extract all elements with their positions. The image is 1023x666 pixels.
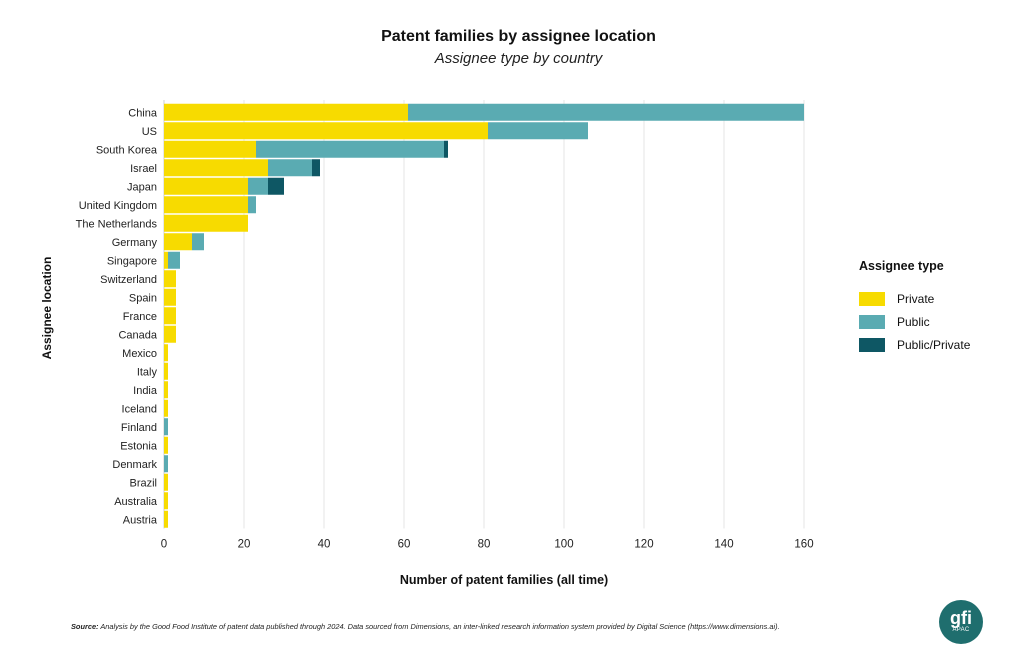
bar-canada-private <box>164 325 176 343</box>
bar-switzerland-private <box>164 270 176 288</box>
chart-subtitle: Assignee type by country <box>434 50 603 67</box>
x-tick-label-0: 0 <box>161 539 167 551</box>
legend-label-private: Private <box>897 291 935 306</box>
bar-india-private <box>164 381 168 399</box>
bar-mexico-private <box>164 344 168 362</box>
legend-items: Private Public Public/Private <box>859 287 970 356</box>
bar-united-kingdom-public <box>248 196 256 214</box>
bar-japan-private <box>164 177 248 195</box>
legend-item-public: Public <box>859 310 970 333</box>
y-tick-label-japan: Japan <box>127 181 157 193</box>
chart-svg: 0 20 40 60 80 100 120 140 160 China US South Korea I… <box>76 100 814 551</box>
bar-singapore-private <box>164 251 168 269</box>
y-tick-label-us: US <box>142 126 157 138</box>
bar-the-netherlands-private <box>164 214 248 232</box>
x-axis-label: Number of patent families (all time) <box>399 573 609 587</box>
bar-us-private <box>164 122 488 140</box>
source-note: Source: Analysis by the Good Food Instit… <box>71 622 780 631</box>
source-text: Analysis by the Good Food Institute of p… <box>100 622 780 631</box>
bar-denmark-public <box>164 455 168 473</box>
y-tick-label-finland: Finland <box>121 422 157 434</box>
y-tick-label-estonia: Estonia <box>120 440 158 452</box>
logo-sub: APAC <box>952 627 970 633</box>
y-tick-label-south-korea: South Korea <box>96 144 158 156</box>
x-tick-label-100: 100 <box>554 539 573 551</box>
legend-swatch-public-private <box>859 337 885 352</box>
y-tick-label-denmark: Denmark <box>112 459 157 471</box>
bar-italy-private <box>164 362 168 380</box>
bar-iceland-private <box>164 399 168 417</box>
y-tick-label-singapore: Singapore <box>107 255 157 267</box>
bar-australia-private <box>164 492 168 510</box>
legend-item-public-private: Public/Private <box>859 333 970 356</box>
bar-china-private <box>164 103 408 121</box>
legend: Assignee type Private Public Public/Privat… <box>859 259 970 356</box>
source-label: Source: <box>71 622 99 631</box>
y-tick-label-iceland: Iceland <box>122 403 157 415</box>
x-tick-label-80: 80 <box>478 539 491 551</box>
y-tick-label-france: France <box>123 311 157 323</box>
y-tick-label-israel: Israel <box>130 163 157 175</box>
bar-south-korea-public-private <box>444 140 448 158</box>
logo-main: gfi <box>950 608 972 628</box>
bar-japan-public-private <box>268 177 284 195</box>
x-tick-label-60: 60 <box>398 539 411 551</box>
y-tick-label-brazil: Brazil <box>129 477 157 489</box>
x-tick-label-160: 160 <box>794 539 813 551</box>
legend-title: Assignee type <box>859 259 944 273</box>
bar-china-public <box>408 103 804 121</box>
bar-united-kingdom-private <box>164 196 248 214</box>
x-tick-label-40: 40 <box>318 539 331 551</box>
x-tick-label-20: 20 <box>238 539 251 551</box>
x-tick-label-140: 140 <box>714 539 733 551</box>
y-tick-label-switzerland: Switzerland <box>100 274 157 286</box>
bar-spain-private <box>164 288 176 306</box>
bar-germany-private <box>164 233 192 251</box>
bar-brazil-private <box>164 473 168 491</box>
y-tick-label-canada: Canada <box>118 329 157 341</box>
y-tick-label-italy: Italy <box>137 366 158 378</box>
legend-item-private: Private <box>859 287 970 310</box>
bar-south-korea-private <box>164 140 256 158</box>
y-tick-label-china: China <box>128 107 158 119</box>
bar-japan-public <box>248 177 268 195</box>
y-tick-label-australia: Australia <box>114 496 158 508</box>
legend-swatch-private <box>859 291 885 306</box>
bar-us-public <box>488 122 588 140</box>
y-tick-label-spain: Spain <box>129 292 157 304</box>
y-tick-label-mexico: Mexico <box>122 348 157 360</box>
y-tick-label-united-kingdom: United Kingdom <box>79 200 157 212</box>
bar-israel-public <box>268 159 312 177</box>
bar-estonia-private <box>164 436 168 454</box>
bar-singapore-public <box>168 251 180 269</box>
legend-label-public-private: Public/Private <box>897 337 971 352</box>
y-tick-label-india: India <box>133 385 158 397</box>
bar-germany-public <box>192 233 204 251</box>
y-tick-label-germany: Germany <box>112 237 158 249</box>
x-tick-label-120: 120 <box>634 539 653 551</box>
gfi-apac-logo: gfi APAC <box>939 600 983 644</box>
bar-south-korea-public <box>256 140 444 158</box>
y-tick-label-austria: Austria <box>123 514 158 526</box>
bar-austria-private <box>164 510 168 528</box>
y-tick-label-the-netherlands: The Netherlands <box>76 218 158 230</box>
bar-israel-public-private <box>312 159 320 177</box>
bar-israel-private <box>164 159 268 177</box>
chart-title: Patent families by assignee location <box>381 28 656 45</box>
bar-finland-public <box>164 418 168 436</box>
legend-label-public: Public <box>897 314 930 329</box>
legend-swatch-public <box>859 314 885 329</box>
bar-france-private <box>164 307 176 325</box>
